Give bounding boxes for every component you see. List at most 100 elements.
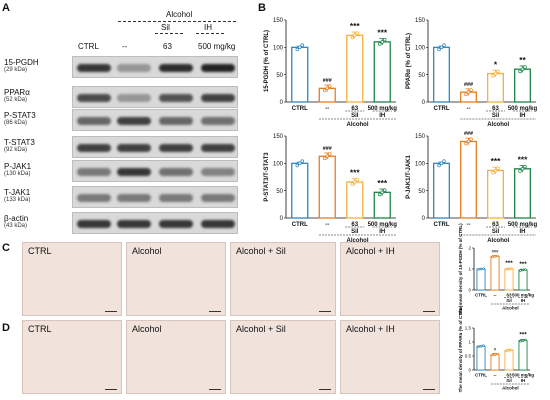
- data-point: [507, 267, 511, 271]
- micrograph-label: CTRL: [28, 324, 52, 334]
- data-point: [518, 169, 522, 173]
- data-point: [298, 161, 302, 166]
- data-point: [295, 47, 300, 52]
- x-tick-label: 63: [351, 222, 358, 228]
- significance-label: ###: [323, 146, 332, 152]
- y-axis-label: The mean density of PPARα (% of CTRL): [458, 305, 463, 392]
- data-point: [510, 267, 513, 270]
- wb-band: [159, 194, 193, 202]
- significance-label: ###: [464, 131, 473, 137]
- data-point: [439, 161, 444, 166]
- y-tick-label: 1: [468, 267, 471, 272]
- x-tick-label: CTRL: [292, 222, 308, 228]
- wb-protein-kda: (133 kDa): [4, 197, 31, 203]
- data-point: [491, 170, 495, 175]
- bar: [514, 68, 531, 103]
- y-tick-label: 150: [415, 18, 426, 24]
- data-point: [300, 43, 305, 47]
- wb-lane-vehicle: --: [122, 42, 128, 51]
- scale-bar: [105, 389, 117, 390]
- bar: [518, 269, 528, 291]
- x-tick-label: 500 mg/kg: [512, 373, 534, 378]
- bar: [433, 46, 450, 103]
- data-point: [378, 42, 382, 46]
- x-tick-label: CTRL: [475, 293, 487, 298]
- x-tick-label: 500 mg/kg: [368, 222, 398, 228]
- y-axis-label: P-JAK1/T-JAK1: [406, 155, 412, 199]
- scale-bar: [319, 389, 331, 390]
- data-point: [350, 35, 355, 40]
- x-tick-label: --: [494, 373, 497, 378]
- data-point: [519, 339, 522, 343]
- y-tick-label: 0: [468, 288, 471, 293]
- data-point: [493, 71, 498, 76]
- y-tick-label: 0: [422, 216, 426, 222]
- y-tick-label: 0: [468, 368, 471, 373]
- data-point: [464, 141, 468, 146]
- significance-label: #: [494, 346, 497, 351]
- significance-label: ***: [491, 156, 502, 166]
- x-tick-label: CTRL: [434, 222, 450, 228]
- data-point: [323, 88, 327, 93]
- micrograph-d-3: Alcohol + IH: [340, 320, 440, 394]
- x-tick-label: CTRL: [434, 106, 450, 112]
- significance-label: ###: [323, 78, 332, 84]
- micrograph-label: Alcohol + IH: [346, 246, 395, 256]
- data-point: [325, 86, 330, 91]
- y-tick-label: 50: [276, 189, 283, 195]
- x-sub-label: IH: [379, 113, 385, 119]
- x-tick-label: --: [325, 106, 329, 112]
- data-point: [469, 137, 473, 142]
- wb-band: [117, 168, 151, 176]
- bar: [291, 162, 309, 219]
- data-point: [496, 166, 500, 171]
- x-tick-label: 63: [506, 373, 512, 378]
- y-tick-label: 0: [280, 100, 284, 106]
- wb-row-label: 15-PGDH (29 kDa): [4, 58, 39, 73]
- data-point: [328, 152, 332, 156]
- micrograph-c-3: Alcohol + IH: [340, 242, 440, 316]
- wb-band: [77, 117, 111, 125]
- x-sub-label: IH: [379, 229, 385, 235]
- wb-band: [201, 64, 235, 72]
- wb-band: [77, 194, 111, 202]
- data-point: [298, 45, 302, 50]
- x-tick-label: 63: [351, 106, 358, 112]
- data-point: [496, 69, 500, 74]
- data-point: [300, 159, 305, 163]
- wb-row-label: T-JAK1 (133 kDa): [4, 188, 30, 203]
- x-sub-label: Sil: [351, 229, 359, 235]
- scale-bar: [209, 311, 221, 312]
- data-point: [482, 344, 485, 347]
- wb-row-label: β-actin (43 kDa): [4, 214, 28, 229]
- data-point: [510, 348, 513, 352]
- data-point: [479, 267, 483, 271]
- wb-blot-strip: [72, 109, 238, 131]
- wb-band: [159, 144, 193, 152]
- bar: [490, 255, 500, 291]
- wb-band: [117, 144, 151, 152]
- bar: [460, 140, 477, 219]
- wb-blot-strip: [72, 56, 238, 78]
- wb-lane-sil-dose: 63: [163, 42, 172, 51]
- wb-protein-kda: (86 kDa): [4, 120, 28, 126]
- x-sub-label: Sil: [506, 298, 512, 303]
- x-tick-label: 500 mg/kg: [368, 106, 398, 112]
- bar-chart-3: 0 50 100 150 P-JAK1/T-JAK1 CTRL ### -- *** 63 *** 5…: [406, 131, 538, 244]
- wb-blot-strip: [72, 212, 238, 234]
- data-point: [493, 353, 497, 356]
- data-point: [350, 182, 355, 186]
- wb-blot-strip: [72, 186, 238, 208]
- wb-protein-name: PPARα: [4, 88, 30, 97]
- bar: [291, 46, 309, 103]
- wb-lane-ctrl: CTRL: [78, 42, 99, 51]
- wb-band: [159, 117, 193, 125]
- wb-band: [201, 144, 235, 152]
- data-point: [477, 268, 480, 271]
- wb-row-label: T-STAT3 (92 kDa): [4, 138, 35, 153]
- bar: [518, 340, 528, 371]
- x-tick-label: 500 mg/kg: [512, 293, 534, 298]
- bar: [346, 181, 364, 219]
- x-group-label: Alcohol: [487, 238, 509, 244]
